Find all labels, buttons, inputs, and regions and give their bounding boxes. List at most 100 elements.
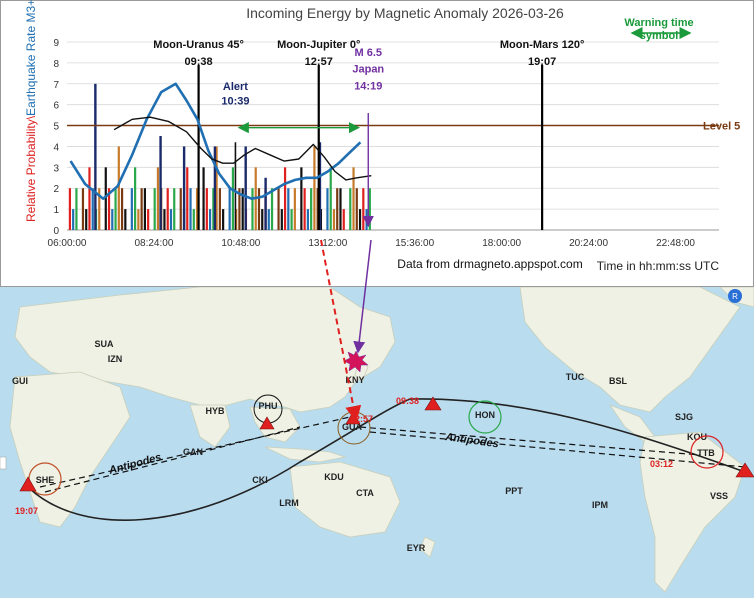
map-side-handle[interactable]: [0, 456, 7, 470]
chart-svg: Incoming Energy by Magnetic Anomaly 2026…: [0, 0, 754, 287]
bar: [332, 209, 336, 230]
x-tick-label: 20:24:00: [569, 238, 608, 249]
bar: [104, 167, 107, 230]
bar: [107, 188, 111, 230]
bar: [111, 209, 114, 230]
bar: [192, 209, 195, 230]
bar: [300, 167, 303, 230]
y-tick-label: 4: [53, 142, 59, 153]
map-arcs: [27, 398, 746, 521]
bar: [277, 188, 280, 230]
station-label-hon: HON: [475, 410, 495, 420]
triangle-hon: [424, 396, 442, 411]
bar: [169, 209, 173, 230]
x-tick-label: 18:00:00: [482, 238, 521, 249]
bar: [143, 188, 146, 230]
bar: [153, 188, 156, 230]
station-label-ppt: PPT: [505, 486, 523, 496]
bar: [257, 188, 261, 230]
x-tick-label: 13:12:00: [308, 238, 347, 249]
event-lines: Moon-Uranus 45° 09:38 Moon-Jupiter 0° 12:57…: [153, 39, 584, 230]
bar: [365, 209, 368, 230]
bar: [283, 167, 287, 230]
station-label-bsl: BSL: [609, 376, 628, 386]
x-tick-label: 15:36:00: [395, 238, 434, 249]
station-label-izn: IZN: [108, 354, 123, 364]
bar: [215, 146, 218, 230]
event-time-label: 12:57: [305, 56, 333, 68]
warning-legend-label: Warning time: [624, 17, 693, 29]
bar: [352, 167, 355, 230]
x-tick-label: 06:00:00: [48, 238, 87, 249]
bar: [270, 188, 274, 230]
y-axis-label-blue: Earthquake Rate M3+/h/2: [24, 0, 38, 116]
bar: [186, 167, 189, 230]
triangle-phu: [259, 416, 275, 430]
x-axis-label: Time in hh:mm:ss UTC: [597, 259, 720, 273]
map-info-button[interactable]: [728, 289, 742, 303]
station-label-eyr: EYR: [407, 543, 426, 553]
warning-legend-symbol: symbol: [640, 30, 679, 42]
bar: [120, 188, 124, 230]
bar: [140, 188, 143, 230]
bar: [179, 188, 182, 230]
station-label-tuc: TUC: [566, 372, 585, 382]
station-label-lrm: LRM: [279, 498, 299, 508]
station-label-gan: GAN: [183, 447, 203, 457]
triangle-ttb: [735, 462, 754, 478]
bar: [251, 188, 254, 230]
bar: [310, 188, 313, 230]
y-tick-label: 6: [53, 101, 59, 112]
bar: [166, 188, 169, 230]
y-axis-label: Relative Probability\Earthquake Rate M3+…: [24, 0, 38, 222]
antipodes-line-1: [39, 416, 351, 488]
y-tick-label: 7: [53, 80, 59, 91]
bar: [195, 188, 199, 230]
bar: [293, 188, 296, 230]
y-axis-label-red: Relative Probability\: [24, 115, 38, 222]
bar: [264, 177, 267, 230]
bar: [261, 209, 264, 230]
bar: [329, 167, 332, 230]
bar: [98, 188, 101, 230]
bar: [75, 188, 78, 230]
new-zealand-landmass: [419, 536, 436, 558]
bar: [306, 209, 309, 230]
map-time-0312: 03:12: [650, 459, 673, 469]
quake-marker: M 6.5 Japan 14:19: [352, 47, 384, 228]
antipodes-line-2: [44, 426, 301, 493]
quake-magnitude: M 6.5: [355, 47, 383, 59]
station-label-ttb: TTB: [697, 448, 715, 458]
map-time-labels: 12:57 09:38 03:12 19:07: [15, 396, 673, 516]
quake-time: 14:19: [354, 80, 382, 92]
bar: [189, 188, 192, 230]
bar: [339, 188, 342, 230]
x-tick-label: 22:48:00: [656, 238, 695, 249]
bar: [213, 146, 217, 230]
bar: [231, 167, 235, 230]
map-svg: SUA IZN GUI HYB PHU KNY GAN CKI LRM KDU CTA EYR GUA H…: [0, 287, 754, 593]
y-tick-label: 2: [53, 184, 59, 195]
north-america-landmass: [519, 287, 741, 413]
station-label-cta: CTA: [356, 488, 374, 498]
station-label-sjg: SJG: [675, 412, 693, 422]
station-label-gui: GUI: [12, 376, 28, 386]
alert-label: Alert: [223, 81, 248, 93]
bar: [205, 188, 208, 230]
station-label-gua: GUA: [342, 422, 363, 432]
map-info-button-glyph: R: [732, 292, 738, 301]
event-label: Moon-Jupiter 0°: [277, 39, 360, 51]
bar: [85, 209, 88, 230]
bar: [91, 188, 94, 230]
bar: [290, 209, 293, 230]
map-time-1257: 12:57: [350, 414, 373, 424]
station-label-phu: PHU: [258, 401, 277, 411]
bar: [159, 136, 162, 230]
world-map[interactable]: SUA IZN GUI HYB PHU KNY GAN CKI LRM KDU CTA EYR GUA H…: [0, 287, 754, 598]
antipodes-label-2: Antipodes: [444, 431, 500, 451]
station-label-vss: VSS: [710, 491, 728, 501]
se-asia-landmass: [249, 406, 301, 443]
antipodes-line-4: [369, 431, 746, 468]
bar: [342, 209, 345, 230]
bar-series: [68, 83, 371, 231]
